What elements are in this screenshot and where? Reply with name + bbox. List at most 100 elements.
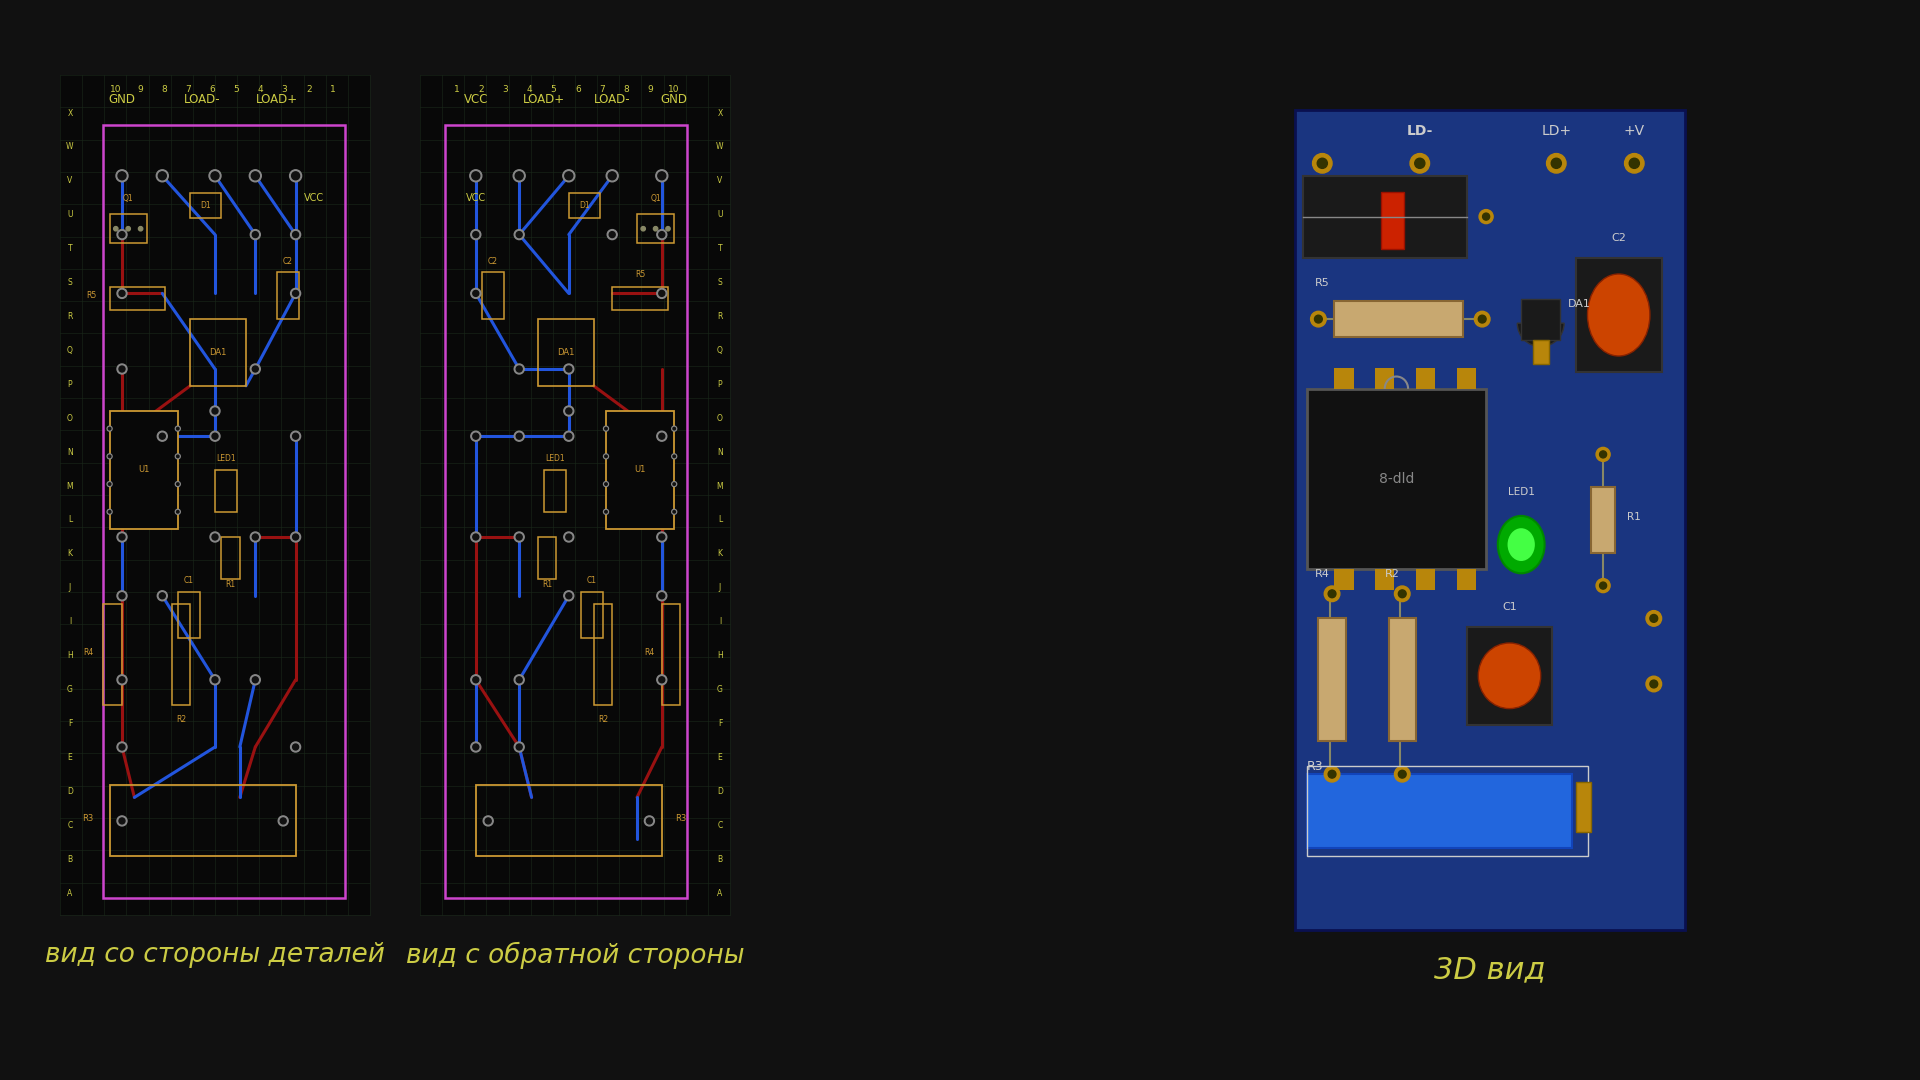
Circle shape: [1398, 770, 1405, 778]
Text: вид с обратной стороны: вид с обратной стороны: [405, 942, 745, 969]
Bar: [482, 272, 503, 319]
Circle shape: [290, 288, 301, 298]
Text: 3: 3: [282, 84, 288, 94]
Circle shape: [605, 455, 607, 458]
Circle shape: [211, 172, 219, 179]
Circle shape: [516, 677, 522, 683]
Circle shape: [486, 818, 492, 824]
Text: R: R: [718, 312, 722, 321]
Text: W: W: [67, 143, 73, 151]
Text: 4: 4: [526, 84, 532, 94]
Ellipse shape: [1478, 643, 1540, 708]
Circle shape: [157, 591, 167, 600]
Circle shape: [108, 482, 111, 487]
Circle shape: [175, 454, 180, 459]
Text: R3: R3: [674, 814, 685, 823]
Circle shape: [250, 532, 261, 542]
Bar: [1334, 301, 1463, 337]
Bar: [179, 592, 200, 638]
Text: 8-dld: 8-dld: [1379, 472, 1415, 486]
Text: VCC: VCC: [467, 193, 486, 203]
Circle shape: [472, 744, 478, 750]
Circle shape: [564, 172, 572, 179]
Circle shape: [119, 534, 125, 540]
Text: LED1: LED1: [1507, 487, 1534, 498]
Text: H: H: [67, 651, 73, 660]
Circle shape: [472, 534, 478, 540]
Text: Q1: Q1: [651, 194, 660, 203]
Text: W: W: [716, 143, 724, 151]
Circle shape: [209, 675, 221, 685]
Text: G: G: [716, 685, 724, 694]
Text: X: X: [67, 108, 73, 118]
Text: F: F: [718, 719, 722, 728]
Text: U1: U1: [138, 465, 150, 474]
Circle shape: [484, 815, 493, 826]
Text: 5: 5: [234, 84, 240, 94]
Circle shape: [117, 172, 127, 179]
Text: C2: C2: [488, 257, 497, 266]
Circle shape: [113, 227, 117, 231]
Circle shape: [566, 593, 572, 598]
Circle shape: [1394, 767, 1409, 782]
Circle shape: [1315, 315, 1323, 323]
Text: T: T: [67, 244, 73, 253]
Text: вид со стороны деталей: вид со стороны деталей: [44, 942, 384, 968]
Text: P: P: [718, 380, 722, 389]
Circle shape: [657, 532, 666, 542]
Text: R1: R1: [541, 580, 553, 590]
Circle shape: [119, 744, 125, 750]
Circle shape: [1325, 767, 1340, 782]
Circle shape: [659, 172, 666, 179]
Text: 8: 8: [161, 84, 167, 94]
Text: H: H: [718, 651, 722, 660]
Text: R1: R1: [1626, 512, 1640, 522]
Circle shape: [117, 230, 127, 240]
Text: DA1: DA1: [557, 348, 574, 356]
Text: 4: 4: [257, 84, 263, 94]
Text: VCC: VCC: [303, 193, 324, 203]
Circle shape: [470, 532, 480, 542]
Circle shape: [1599, 582, 1607, 589]
Text: P: P: [67, 380, 73, 389]
Circle shape: [278, 815, 288, 826]
Circle shape: [1398, 590, 1405, 597]
Circle shape: [177, 428, 179, 430]
Circle shape: [1478, 315, 1486, 323]
Circle shape: [290, 532, 301, 542]
Text: D1: D1: [580, 201, 589, 210]
Text: C1: C1: [588, 577, 597, 585]
Circle shape: [252, 677, 259, 683]
Text: K: K: [718, 550, 722, 558]
Circle shape: [119, 677, 125, 683]
Bar: [221, 537, 240, 579]
Circle shape: [605, 483, 607, 485]
Text: 9: 9: [647, 84, 653, 94]
Text: M: M: [67, 482, 73, 490]
Circle shape: [603, 427, 609, 431]
Bar: [109, 785, 296, 856]
Circle shape: [157, 172, 167, 179]
Text: R3: R3: [83, 814, 94, 823]
Circle shape: [564, 431, 574, 442]
Bar: [1532, 339, 1549, 364]
Circle shape: [1482, 213, 1490, 220]
Circle shape: [117, 675, 127, 685]
Circle shape: [280, 818, 286, 824]
Circle shape: [292, 433, 300, 440]
Circle shape: [515, 431, 524, 442]
Circle shape: [1329, 590, 1336, 597]
Circle shape: [1317, 159, 1327, 168]
Circle shape: [672, 454, 676, 459]
Circle shape: [672, 510, 676, 514]
Circle shape: [674, 511, 676, 513]
Circle shape: [470, 288, 480, 298]
Text: S: S: [718, 278, 722, 287]
Circle shape: [211, 677, 219, 683]
Circle shape: [566, 534, 572, 540]
Circle shape: [672, 482, 676, 487]
Circle shape: [657, 170, 668, 181]
Circle shape: [108, 455, 111, 458]
Bar: [1304, 176, 1467, 258]
Text: 6: 6: [209, 84, 215, 94]
